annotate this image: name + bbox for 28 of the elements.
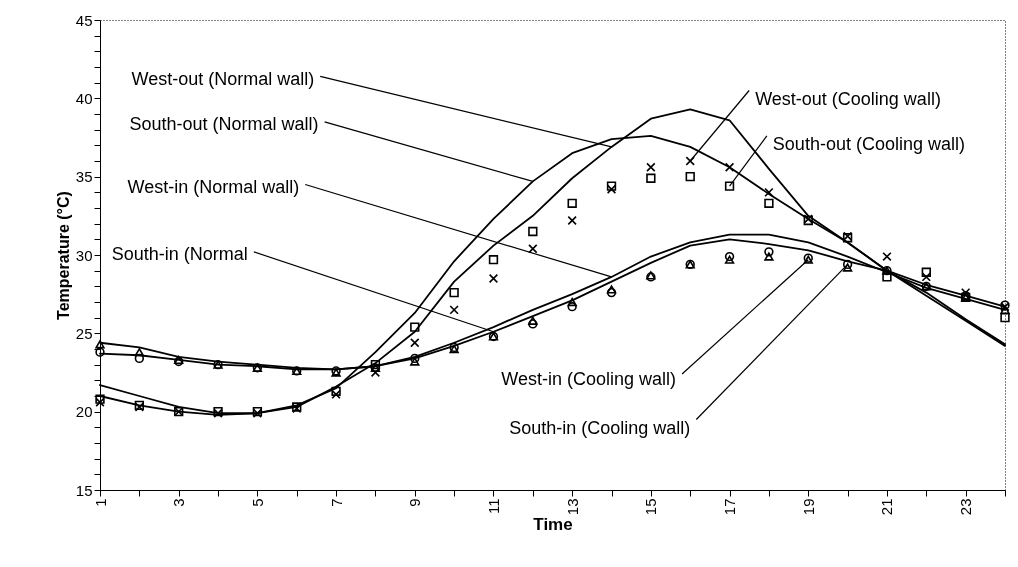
y-tick-label: 30 (75, 246, 93, 264)
y-tick-label: 20 (75, 403, 93, 421)
annotation: West-out (Cooling wall) (755, 88, 941, 109)
annotation: West-out (Normal wall) (131, 68, 315, 89)
annotation: West-in (Normal wall) (127, 176, 300, 197)
x-tick-label: 3 (170, 498, 188, 507)
x-axis-title: Time (533, 515, 573, 535)
x-tick-label: 5 (248, 498, 266, 507)
y-tick-label: 40 (75, 89, 93, 107)
y-tick-label: 35 (75, 168, 93, 186)
y-tick-label: 25 (75, 324, 93, 342)
annotation: South-out (Normal wall) (129, 113, 319, 134)
x-tick-label: 1 (91, 498, 109, 507)
annotation: South-out (Cooling wall) (772, 134, 965, 155)
x-tick-label: 11 (484, 498, 502, 515)
x-tick-label: 23 (957, 498, 975, 516)
x-tick-label: 17 (721, 498, 739, 516)
annotation: West-in (Cooling wall) (501, 369, 677, 390)
annotation: South-in (Normal (111, 244, 248, 264)
x-tick-label: 19 (799, 498, 817, 516)
y-axis-title: Temperature (°C) (54, 191, 72, 320)
annotation: South-in (Cooling wall) (509, 417, 691, 438)
x-tick-label: 15 (642, 498, 660, 516)
x-tick-label: 21 (878, 498, 896, 516)
y-tick-label: 45 (75, 11, 93, 29)
x-tick-label: 9 (406, 498, 424, 507)
x-tick-label: 13 (563, 498, 581, 516)
x-tick-label: 7 (327, 498, 345, 507)
